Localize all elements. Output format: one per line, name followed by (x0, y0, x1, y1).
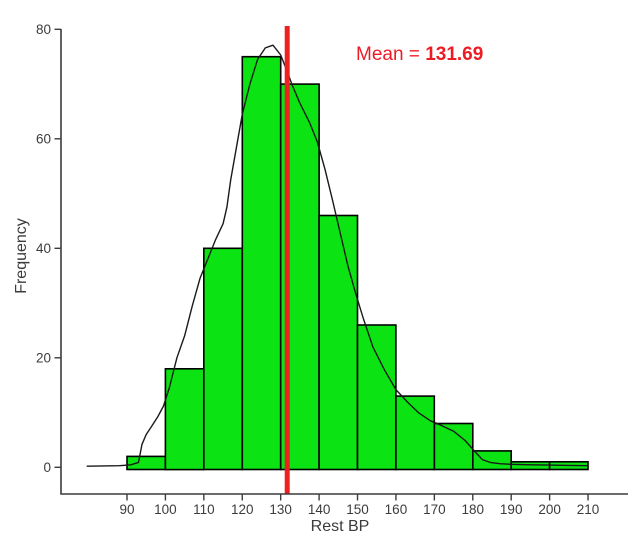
y-axis-title: Frequency (13, 218, 30, 294)
x-tick-label: 120 (231, 502, 254, 517)
mean-annotation-prefix: Mean = (356, 44, 426, 65)
x-tick-label: 150 (346, 502, 369, 517)
x-tick-label: 190 (500, 502, 523, 517)
x-tick-label: 110 (193, 502, 215, 517)
x-tick-label: 210 (577, 502, 600, 517)
x-tick-label: 180 (462, 502, 485, 517)
mean-annotation-value: 131.69 (425, 44, 484, 65)
histogram-bar (241, 55, 282, 471)
histogram-bar (318, 214, 359, 471)
mean-annotation: Mean = 131.69 (356, 44, 483, 66)
x-axis-title: Rest BP (311, 518, 370, 535)
histogram-bar (203, 247, 244, 471)
x-tick-label: 140 (308, 502, 331, 517)
x-axis: 90 100 110 120 130 140 150 160 170 180 190 200 210 (119, 494, 599, 517)
y-tick-label: 80 (36, 22, 51, 37)
x-tick-label: 170 (423, 502, 446, 517)
mean-line (284, 26, 290, 494)
histogram-bar (395, 395, 436, 471)
histogram-bar (126, 455, 167, 471)
y-tick-label: 20 (36, 350, 51, 365)
y-tick-label: 60 (36, 131, 51, 146)
histogram-bar (433, 422, 474, 471)
x-tick-label: 90 (119, 502, 134, 517)
axes (60, 29, 628, 495)
x-tick-label: 100 (154, 502, 177, 517)
histogram-bar (471, 450, 512, 471)
histogram-bars (126, 55, 589, 471)
y-axis: 0 20 40 60 80 (36, 22, 61, 475)
x-tick-label: 160 (385, 502, 408, 517)
y-tick-label: 0 (43, 460, 51, 475)
x-tick-label: 130 (269, 502, 292, 517)
x-tick-label: 200 (538, 502, 561, 517)
histogram-bar (356, 324, 397, 471)
histogram-bar (164, 367, 205, 471)
y-tick-label: 40 (36, 241, 51, 256)
